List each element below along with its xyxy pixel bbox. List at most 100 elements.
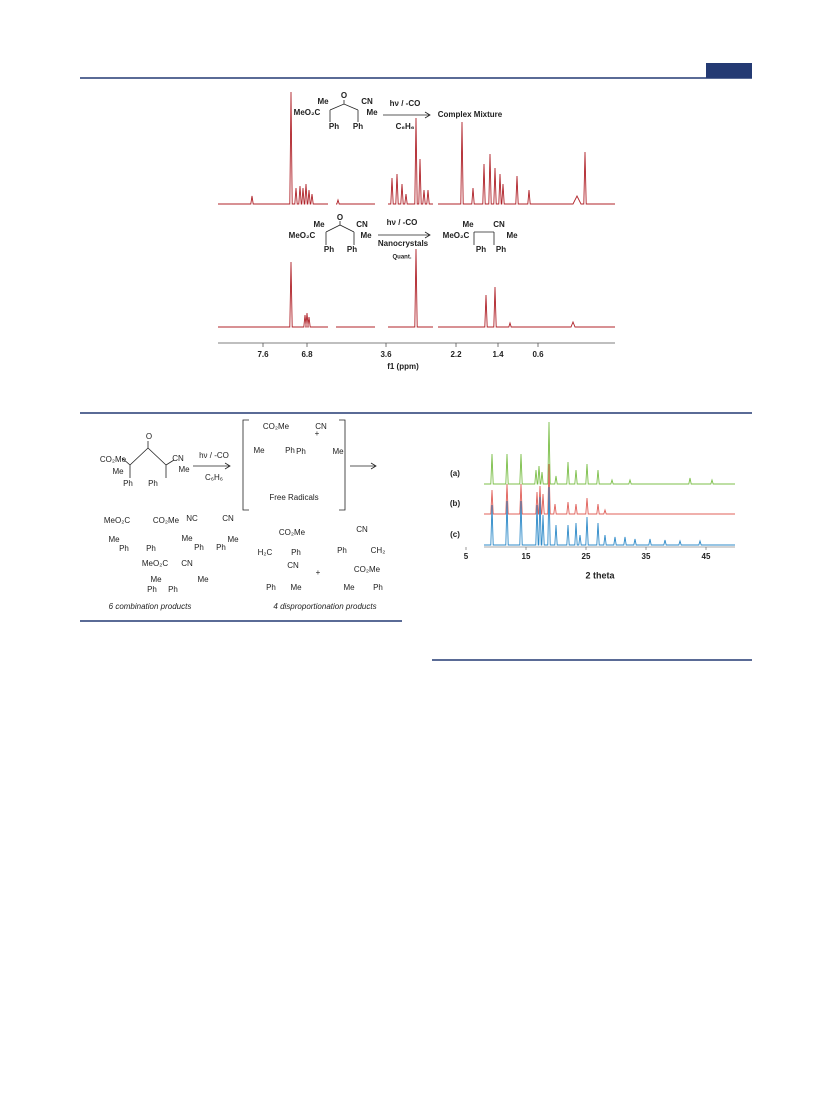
chem-label: hν / -CO xyxy=(390,99,421,108)
trace-label: (b) xyxy=(450,499,461,508)
chem-label: Me xyxy=(178,465,190,474)
tick-label: 6.8 xyxy=(301,350,313,359)
chem-label: Ph xyxy=(324,245,334,254)
chem-label: C₆H₆ xyxy=(205,473,223,482)
nmr-trace xyxy=(218,261,328,328)
product-text: Complex Mixture xyxy=(438,110,503,119)
chem-label: CO₂Me xyxy=(263,422,290,431)
trace-label: (c) xyxy=(450,530,460,539)
xrd-trace xyxy=(484,463,735,515)
xrd-trace xyxy=(484,421,735,485)
chem-label: Me xyxy=(253,446,265,455)
tick-label: 15 xyxy=(522,552,531,561)
chem-label: Me xyxy=(317,97,329,106)
tick-label: 3.6 xyxy=(380,350,392,359)
header-tab xyxy=(706,63,752,78)
chem-label: Me xyxy=(108,535,120,544)
chem-label: CN xyxy=(315,422,327,431)
chem-label: CO₂Me xyxy=(153,516,180,525)
chem-label: Me xyxy=(366,108,378,117)
chem-label: hν / -CO xyxy=(387,218,418,227)
chem-label: + xyxy=(315,429,320,438)
chem-label: MeO₂C xyxy=(294,108,321,117)
nmr-trace xyxy=(438,286,615,328)
chem-label: CN xyxy=(287,561,299,570)
chem-label: C₆H₆ xyxy=(396,122,415,131)
tick-label: 25 xyxy=(582,552,591,561)
nmr-trace xyxy=(438,121,615,205)
chem-label: Me xyxy=(290,583,302,592)
nmr-spectra xyxy=(218,91,615,328)
chem-label: MeO₂C xyxy=(289,231,316,240)
chem-label: MeO₂C xyxy=(443,231,470,240)
chem-label: CN xyxy=(493,220,505,229)
xrd-patterns xyxy=(484,421,735,546)
chem-label: CN xyxy=(222,514,234,523)
chem-label: H₂C xyxy=(258,548,273,557)
chem-label: Me xyxy=(150,575,162,584)
chem-label: Ph xyxy=(146,544,156,553)
chem-label: Ph xyxy=(119,544,129,553)
chem-label: CO₂Me xyxy=(354,565,381,574)
chem-label: CN xyxy=(172,454,184,463)
chem-label: Ph xyxy=(296,447,306,456)
tick-label: 2.2 xyxy=(450,350,462,359)
chem-label: MeO₂C xyxy=(142,559,168,568)
nmr-trace xyxy=(388,117,433,205)
chem-label: Ph xyxy=(147,585,157,594)
chem-label: CN xyxy=(356,525,368,534)
chem-label: hν / -CO xyxy=(199,451,229,460)
chem-label: CN xyxy=(356,220,368,229)
nmr-trace xyxy=(218,91,328,205)
xrd-axis-label: 2 theta xyxy=(585,570,615,580)
trace-label: (a) xyxy=(450,469,460,478)
chem-label: Me xyxy=(332,447,344,456)
chem-label: Ph xyxy=(285,446,295,455)
chem-label: Ph xyxy=(329,122,339,131)
tick-label: 35 xyxy=(642,552,651,561)
chem-label: Ph xyxy=(353,122,363,131)
chem-label: Me xyxy=(360,231,372,240)
nmr-trace xyxy=(336,198,375,205)
caption: 4 disproportionation products xyxy=(273,602,376,611)
chem-label: + xyxy=(316,568,321,577)
chem-label: Me xyxy=(506,231,518,240)
tick-label: 5 xyxy=(464,552,469,561)
nmr-axis-label: f1 (ppm) xyxy=(387,362,419,371)
arrows xyxy=(121,100,495,511)
chem-label: Ph xyxy=(373,583,383,592)
chem-label: Me xyxy=(462,220,474,229)
chem-label: O xyxy=(337,213,343,222)
chem-label: Ph xyxy=(291,548,301,557)
chem-label: Ph xyxy=(337,546,347,555)
chem-label: NC xyxy=(186,514,198,523)
xrd-trace xyxy=(484,486,735,546)
chem-label: Me xyxy=(197,575,209,584)
nmr-trace xyxy=(388,248,433,328)
tick-label: 45 xyxy=(702,552,711,561)
chem-label: Ph xyxy=(168,585,178,594)
chem-label: Ph xyxy=(347,245,357,254)
chem-label: Me xyxy=(313,220,325,229)
chem-label: Ph xyxy=(266,583,276,592)
chem-label: Me xyxy=(181,534,193,543)
chem-label: Ph xyxy=(476,245,486,254)
chem-label: Me xyxy=(343,583,355,592)
chem-label: Ph xyxy=(496,245,506,254)
chem-label: Ph xyxy=(123,479,133,488)
chem-label: Nanocrystals xyxy=(378,239,429,248)
chem-label: Ph xyxy=(216,543,226,552)
chem-label: CO₂Me xyxy=(100,455,127,464)
chem-label: Ph xyxy=(194,543,204,552)
tick-label: 0.6 xyxy=(532,350,544,359)
chem-label: CN xyxy=(361,97,373,106)
chem-label: Ph xyxy=(148,479,158,488)
chem-label: CN xyxy=(181,559,193,568)
chem-label: Me xyxy=(227,535,239,544)
caption: 6 combination products xyxy=(109,602,192,611)
tick-label: 1.4 xyxy=(492,350,504,359)
chem-label: O xyxy=(341,91,347,100)
chem-label: O xyxy=(146,432,152,441)
tick-label: 7.6 xyxy=(257,350,269,359)
